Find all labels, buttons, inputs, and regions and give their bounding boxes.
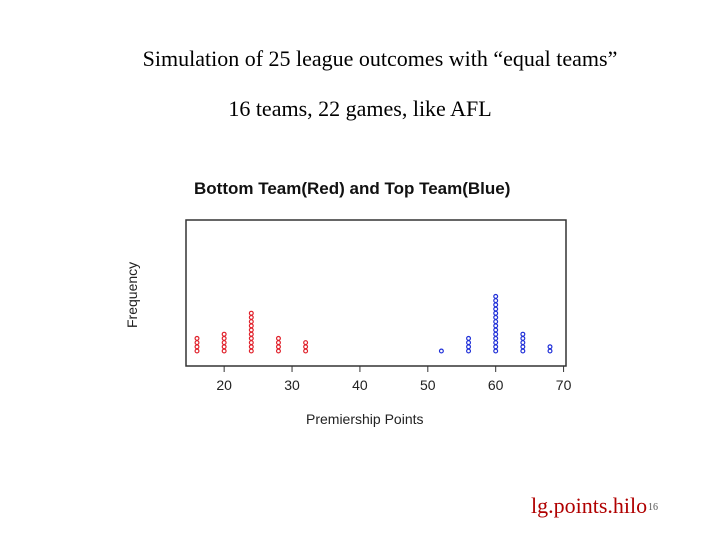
data-point [493,298,499,304]
data-point [493,306,499,312]
chart-title: Bottom Team(Red) and Top Team(Blue) [194,179,510,198]
data-point [275,344,281,350]
slide-number: 16 [648,502,658,513]
data-point [547,344,553,350]
data-point [248,314,254,320]
x-axis-label: Premiership Points [306,411,424,427]
data-point [520,335,526,341]
data-point [248,344,254,350]
x-tick-label: 50 [420,377,436,393]
footer-filename: lg.points.hilo [531,493,648,518]
data-point [493,335,499,341]
x-tick-label: 40 [352,377,368,393]
data-point [221,344,227,350]
data-point [303,344,309,350]
data-point [520,340,526,346]
data-point [275,335,281,341]
data-point [438,348,444,354]
data-point [493,327,499,333]
data-point [221,340,227,346]
data-point [466,344,472,350]
data-point [303,340,309,346]
data-point [248,335,254,341]
data-point [493,302,499,308]
data-point [493,293,499,299]
data-point [248,310,254,316]
data-point [248,331,254,337]
data-point [493,340,499,346]
data-point [466,335,472,341]
data-point [248,319,254,325]
x-tick-label: 60 [488,377,504,393]
data-point [248,340,254,346]
data-point [221,331,227,337]
dot-plot-chart: Bottom Team(Red) and Top Team(Blue) 20 30… [124,179,572,427]
data-point [466,340,472,346]
data-point [493,331,499,337]
data-point [248,323,254,329]
data-point [520,331,526,337]
data-point [194,335,200,341]
data-point [194,344,200,350]
data-point [303,348,309,354]
x-tick-label: 30 [284,377,300,393]
x-tick-label: 70 [556,377,572,393]
data-point [248,327,254,333]
data-point [493,323,499,329]
data-point [275,348,281,354]
data-point [493,314,499,320]
x-tick-label: 20 [216,377,232,393]
data-point [493,348,499,354]
data-point [466,348,472,354]
data-point [221,335,227,341]
data-point [493,344,499,350]
data-point [547,348,553,354]
data-point [493,310,499,316]
slide-title: Simulation of 25 league outcomes with “e… [142,46,618,71]
data-point [194,348,200,354]
data-point [275,340,281,346]
data-point [520,344,526,350]
slide-subtitle: 16 teams, 22 games, like AFL [228,96,492,121]
y-axis-label: Frequency [124,262,140,328]
data-point [493,319,499,325]
data-point [194,340,200,346]
plot-frame [185,219,567,367]
data-point [221,348,227,354]
data-point [520,348,526,354]
data-point [248,348,254,354]
